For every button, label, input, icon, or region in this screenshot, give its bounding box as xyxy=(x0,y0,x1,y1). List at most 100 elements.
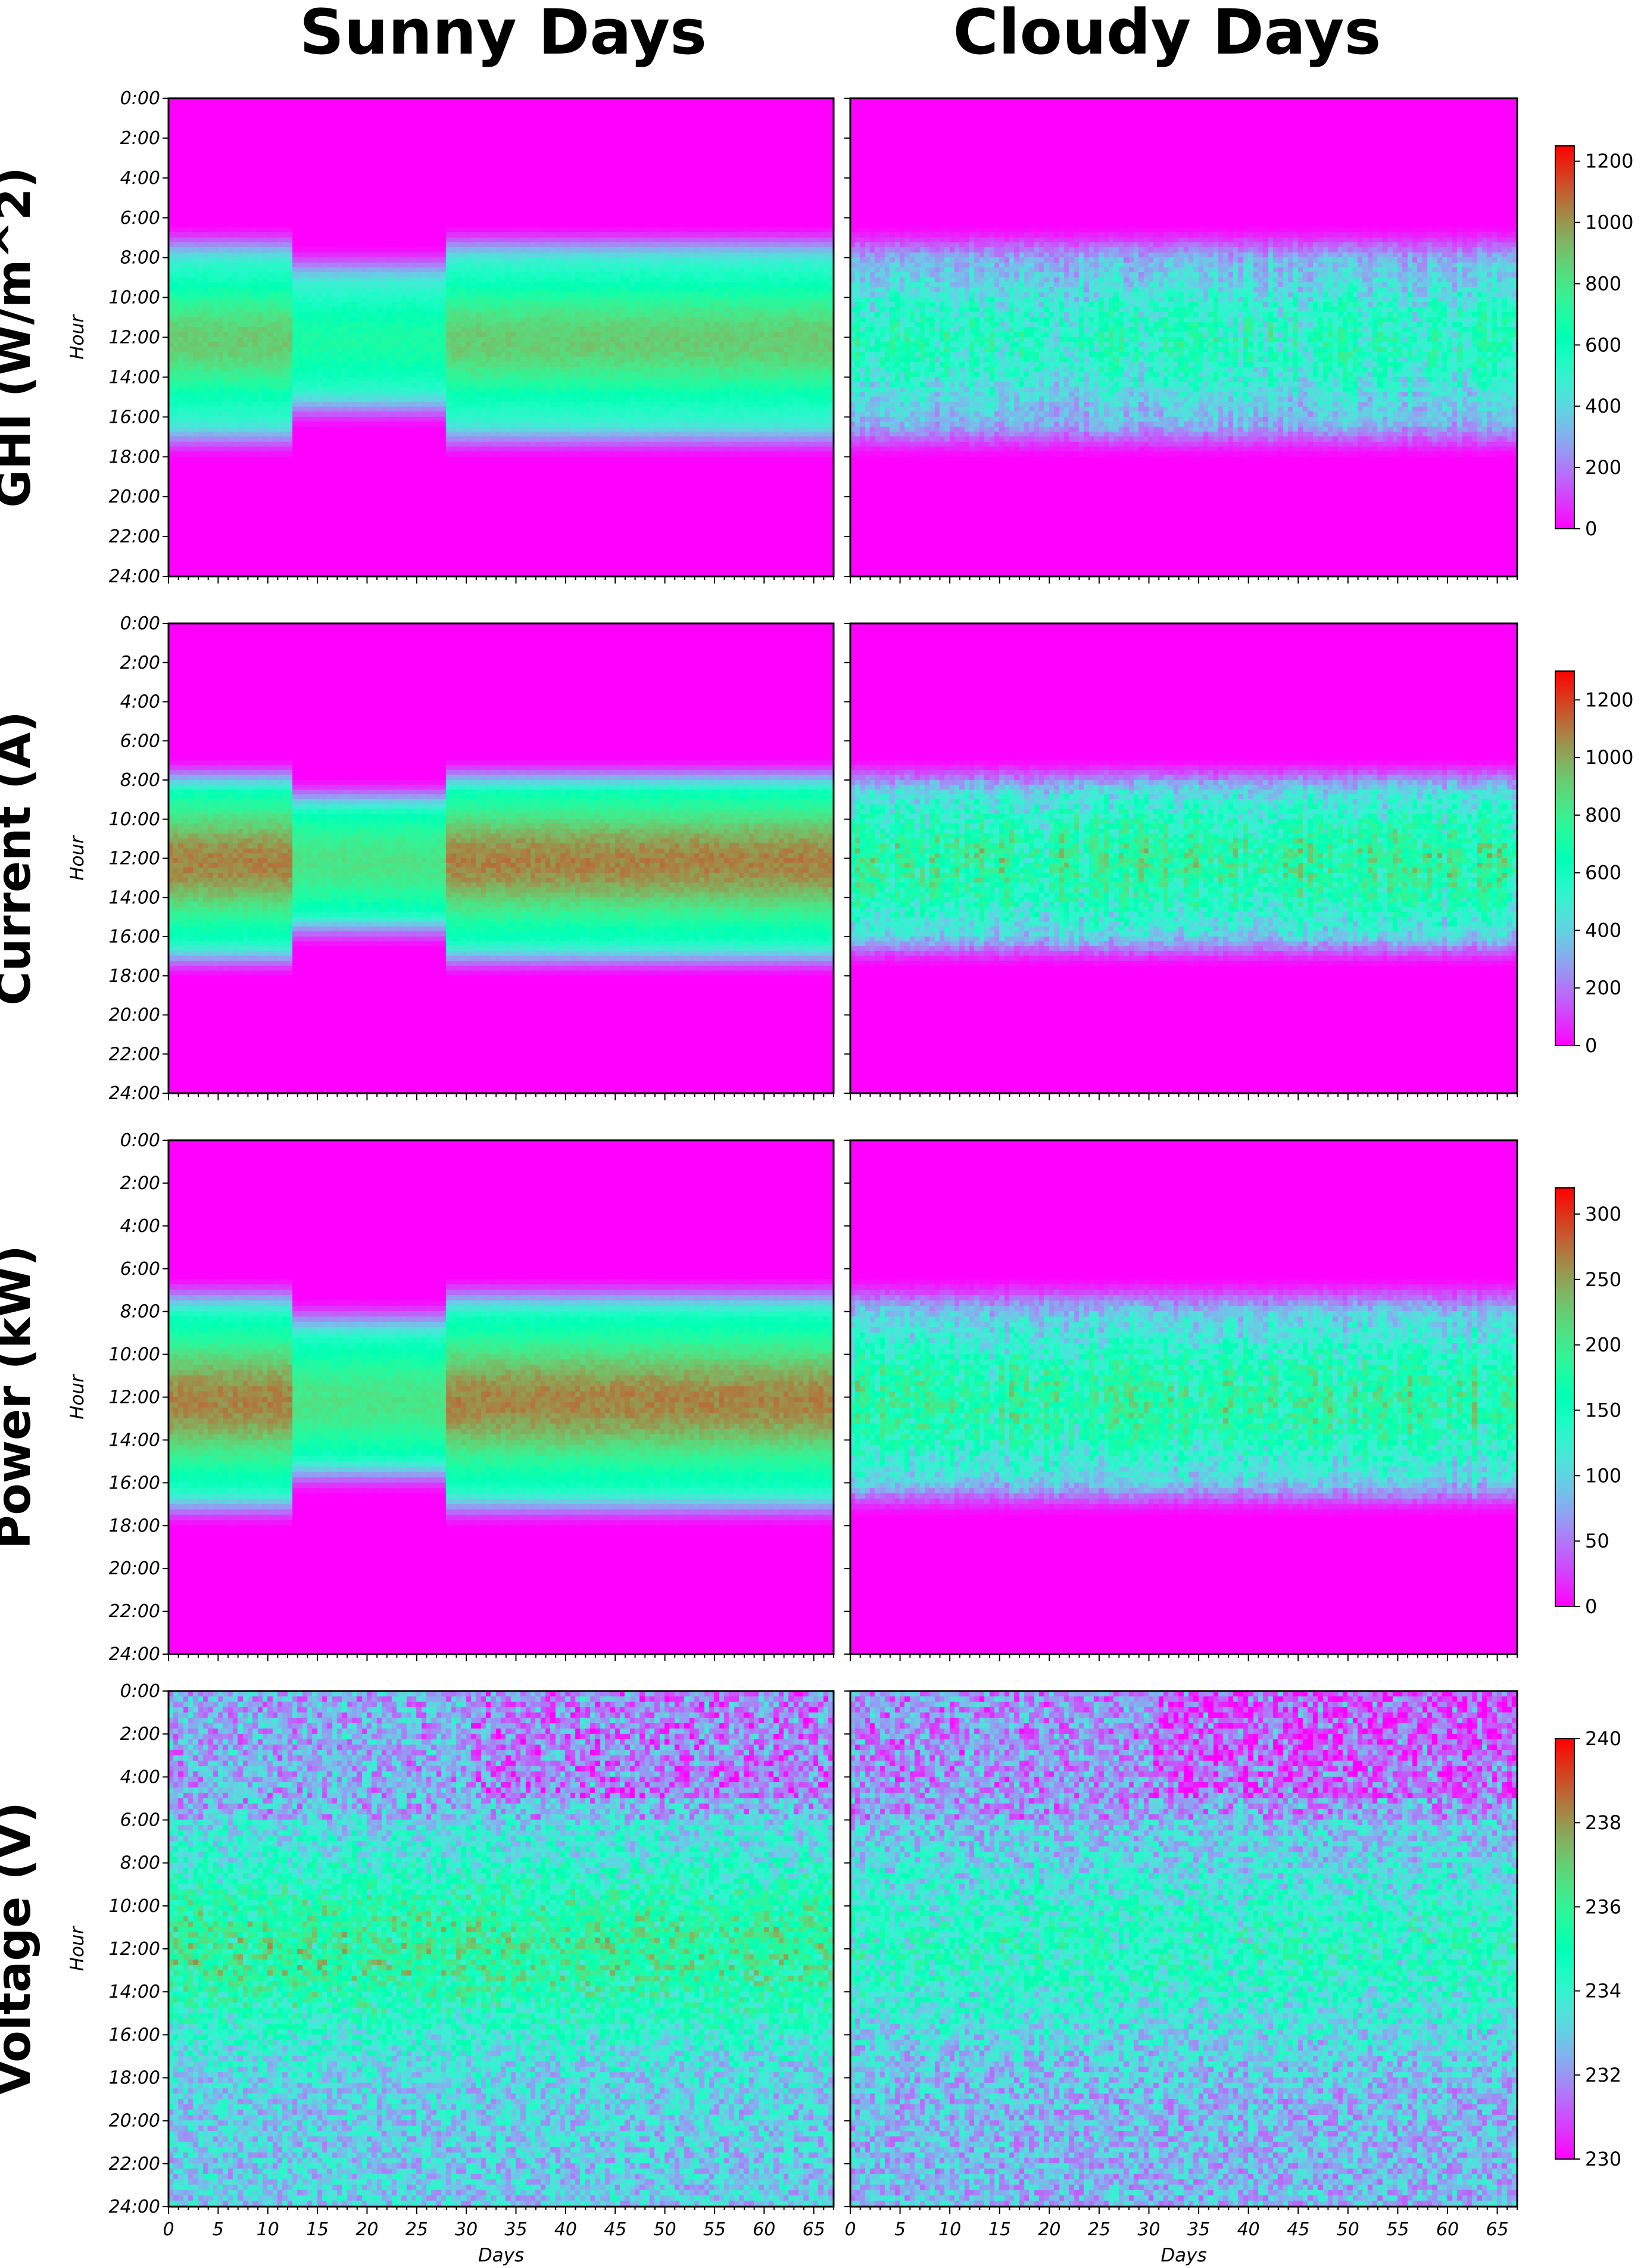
x-tick-label: 15 xyxy=(988,2219,1011,2240)
y-tick-label: 24:00 xyxy=(109,2197,160,2217)
heatmap-panel-cloudy-days xyxy=(844,1139,1518,1661)
y-tick-label: 0:00 xyxy=(120,1681,160,1702)
colorbar-tick-label: 234 xyxy=(1585,1980,1621,2002)
x-tick-label: 50 xyxy=(1337,2219,1359,2240)
y-tick-label: 22:00 xyxy=(109,1044,160,1065)
y-tick-label: 10:00 xyxy=(109,1344,160,1365)
y-tick-label: 12:00 xyxy=(109,327,160,348)
row-title: Power (kW) xyxy=(0,1245,41,1549)
x-axis-label: Days xyxy=(478,2245,524,2266)
heatmap-cells xyxy=(850,1140,1517,1654)
y-tick-label: 8:00 xyxy=(120,248,160,269)
y-tick-label: 16:00 xyxy=(109,407,160,428)
y-tick-label: 14:00 xyxy=(109,367,160,388)
y-axis-label: Hour xyxy=(67,835,88,881)
column-title-cloudy: Cloudy Days xyxy=(953,0,1381,68)
colorbar-tick-label: 200 xyxy=(1585,977,1621,999)
heatmap-panel-sunny-days: 0:00 2:00 4:00 6:00 8:00 10:00 12:00 14:00 16:00… xyxy=(109,1681,835,2266)
y-tick-label: 16:00 xyxy=(109,1473,160,1493)
y-tick-label: 2:00 xyxy=(120,1724,160,1745)
heatmap-panel-sunny-days: 0:00 2:00 4:00 6:00 8:00 10:00 12:00 14:00 16:00… xyxy=(109,613,835,1104)
y-tick-label: 18:00 xyxy=(109,447,160,467)
colorbar-tick-label: 400 xyxy=(1585,919,1621,941)
colorbar-gradient xyxy=(1555,1187,1575,1607)
y-tick-label: 22:00 xyxy=(109,526,160,547)
chart-row-3: Voltage (V) Hour 0:00 2:00 4:00 6:00 8:00 10:00… xyxy=(0,1681,1621,2266)
y-tick-label: 6:00 xyxy=(120,731,160,751)
heatmap-panel-cloudy-days: 0 5 10 15 20 25 30 35 40 45 50 55 60 65 Days xyxy=(844,1690,1518,2266)
colorbar-tick-label: 232 xyxy=(1585,2064,1621,2086)
colorbar-tick-label: 600 xyxy=(1585,333,1621,356)
colorbar-tick-label: 100 xyxy=(1585,1464,1621,1487)
chart-rows: GHI (W/m^2) Hour 0:00 2:00 4:00 6:00 8:00 10:00… xyxy=(0,88,1633,2266)
x-tick-label: 65 xyxy=(803,2219,825,2240)
y-tick-label: 24:00 xyxy=(109,566,160,587)
colorbar-tick-label: 0 xyxy=(1585,517,1597,540)
colorbar: 230 232 234 236 238 240 xyxy=(1555,1727,1621,2170)
x-tick-label: 30 xyxy=(1137,2219,1160,2240)
y-tick-label: 12:00 xyxy=(109,1939,160,1960)
x-tick-label: 10 xyxy=(257,2219,279,2240)
y-tick-label: 6:00 xyxy=(120,1259,160,1280)
y-tick-label: 10:00 xyxy=(109,1896,160,1917)
colorbar-tick-label: 200 xyxy=(1585,456,1621,479)
heatmap-cells xyxy=(850,98,1517,576)
y-tick-label: 14:00 xyxy=(109,1430,160,1450)
y-tick-label: 2:00 xyxy=(120,1173,160,1194)
colorbar-tick-label: 1000 xyxy=(1585,746,1633,769)
x-tick-label: 30 xyxy=(455,2219,478,2240)
colorbar-tick-label: 0 xyxy=(1585,1034,1597,1057)
heatmap-panel-cloudy-days xyxy=(844,622,1518,1100)
y-tick-label: 4:00 xyxy=(120,1216,160,1237)
y-tick-label: 10:00 xyxy=(109,288,160,308)
y-tick-label: 18:00 xyxy=(109,966,160,987)
x-tick-label: 60 xyxy=(753,2219,775,2240)
colorbar-tick-label: 230 xyxy=(1585,2148,1621,2170)
heatmap-panel-sunny-days: 0:00 2:00 4:00 6:00 8:00 10:00 12:00 14:00 16:00… xyxy=(109,88,835,587)
y-tick-label: 6:00 xyxy=(120,208,160,229)
y-tick-label: 18:00 xyxy=(109,2068,160,2089)
y-tick-label: 4:00 xyxy=(120,692,160,713)
chart-row-1: Current (A) Hour 0:00 2:00 4:00 6:00 8:00 10:00… xyxy=(0,613,1633,1104)
heatmap-cells xyxy=(169,1140,834,1654)
y-tick-label: 2:00 xyxy=(120,128,160,149)
x-tick-label: 65 xyxy=(1486,2219,1508,2240)
heatmap-cells xyxy=(169,623,834,1093)
colorbar-tick-label: 0 xyxy=(1585,1595,1597,1618)
chart-row-0: GHI (W/m^2) Hour 0:00 2:00 4:00 6:00 8:00 10:00… xyxy=(0,88,1633,587)
y-tick-label: 24:00 xyxy=(109,1644,160,1665)
colorbar-tick-label: 50 xyxy=(1585,1530,1609,1552)
x-tick-label: 45 xyxy=(604,2219,626,2240)
y-axis-label: Hour xyxy=(67,1374,88,1420)
y-tick-label: 20:00 xyxy=(109,1005,160,1026)
y-axis-label: Hour xyxy=(67,1925,88,1971)
colorbar-tick-label: 1200 xyxy=(1585,688,1633,711)
y-axis-label: Hour xyxy=(67,314,88,360)
colorbar: 0 200 400 600 800 1000 1200 xyxy=(1555,145,1633,540)
colorbar-tick-label: 200 xyxy=(1585,1334,1621,1356)
y-tick-label: 16:00 xyxy=(109,926,160,947)
colorbar: 0 200 400 600 800 1000 1200 xyxy=(1555,670,1633,1057)
chart-row-2: Power (kW) Hour 0:00 2:00 4:00 6:00 8:00 10:00 1… xyxy=(0,1130,1621,1665)
x-tick-label: 5 xyxy=(894,2219,906,2240)
y-tick-label: 24:00 xyxy=(109,1083,160,1104)
x-tick-label: 25 xyxy=(1088,2219,1110,2240)
y-tick-label: 4:00 xyxy=(120,1767,160,1787)
heatmap-panel-sunny-days: 0:00 2:00 4:00 6:00 8:00 10:00 12:00 14:00 16:00… xyxy=(109,1130,835,1665)
colorbar-tick-label: 400 xyxy=(1585,395,1621,417)
x-tick-label: 25 xyxy=(405,2219,428,2240)
colorbar-gradient xyxy=(1555,1738,1575,2160)
x-tick-label: 35 xyxy=(1187,2219,1210,2240)
y-tick-label: 6:00 xyxy=(120,1810,160,1831)
y-tick-label: 8:00 xyxy=(120,1853,160,1874)
y-tick-label: 2:00 xyxy=(120,653,160,673)
y-tick-label: 0:00 xyxy=(120,1130,160,1151)
row-title: GHI (W/m^2) xyxy=(0,167,41,507)
row-title: Voltage (V) xyxy=(0,1802,41,2096)
x-axis-label: Days xyxy=(1161,2245,1206,2266)
x-tick-label: 55 xyxy=(1386,2219,1409,2240)
colorbar-tick-label: 300 xyxy=(1585,1203,1621,1225)
colorbar-tick-label: 250 xyxy=(1585,1268,1621,1291)
y-tick-label: 10:00 xyxy=(109,809,160,830)
